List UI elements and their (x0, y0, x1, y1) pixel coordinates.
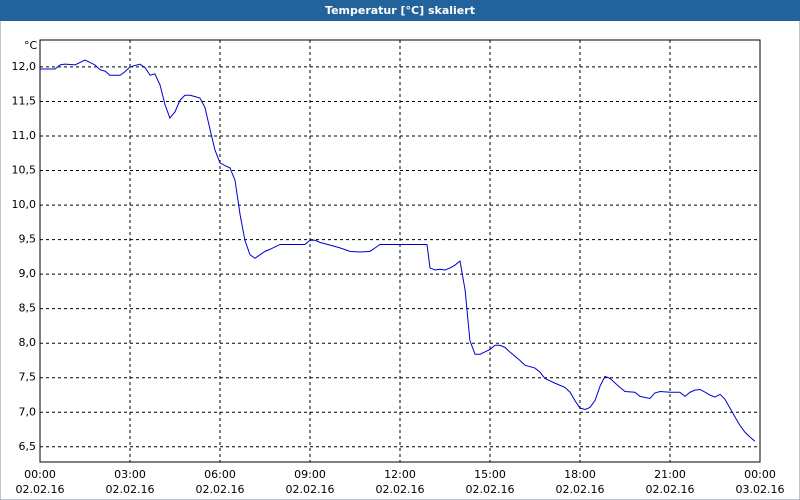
y-tick-label: 8,0 (19, 336, 37, 349)
y-tick-label: 11,5 (12, 94, 37, 107)
y-tick-label: 9,5 (19, 233, 37, 246)
x-tick-label: 21:00 (654, 468, 686, 481)
x-tick-date: 03.02.16 (736, 483, 785, 496)
y-tick-label: 7,5 (19, 371, 37, 384)
chart-title: Temperatur [°C] skaliert (325, 4, 475, 17)
x-tick-date: 02.02.16 (16, 483, 65, 496)
x-tick-date: 02.02.16 (466, 483, 515, 496)
x-tick-date: 02.02.16 (646, 483, 695, 496)
x-tick-date: 02.02.16 (106, 483, 155, 496)
x-tick-label: 00:00 (24, 468, 56, 481)
y-tick-label: 10,5 (12, 164, 37, 177)
y-tick-label: 12,0 (12, 60, 37, 73)
temperature-line (40, 59, 756, 442)
x-tick-date: 02.02.16 (286, 483, 335, 496)
x-tick-label: 12:00 (384, 468, 416, 481)
y-tick-label: 8,5 (19, 302, 37, 315)
x-tick-date: 02.02.16 (196, 483, 245, 496)
x-tick-label: 03:00 (114, 468, 146, 481)
y-unit: °C (24, 39, 38, 52)
x-tick-label: 15:00 (474, 468, 506, 481)
x-tick-label: 18:00 (564, 468, 596, 481)
y-tick-label: 10,0 (12, 198, 37, 211)
y-tick-label: 7,0 (19, 405, 37, 418)
x-tick-label: 09:00 (294, 468, 326, 481)
y-tick-label: 11,0 (12, 129, 37, 142)
x-tick-label: 00:00 (744, 468, 776, 481)
x-tick-label: 06:00 (204, 468, 236, 481)
y-tick-label: 6,5 (19, 440, 37, 453)
y-tick-label: 9,0 (19, 267, 37, 280)
title-bar (0, 0, 800, 21)
x-tick-date: 02.02.16 (376, 483, 425, 496)
x-tick-date: 02.02.16 (556, 483, 605, 496)
